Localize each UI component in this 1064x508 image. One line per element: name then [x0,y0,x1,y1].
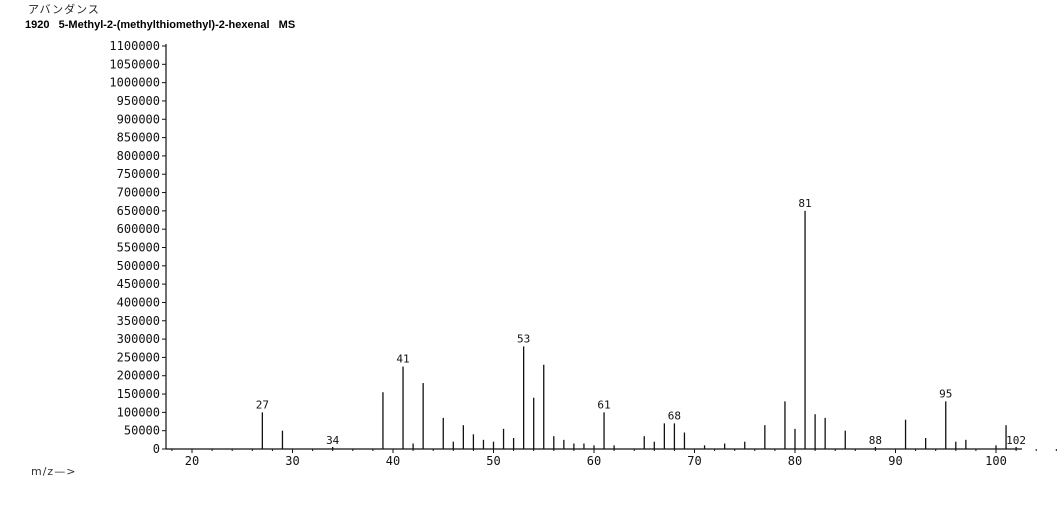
peak-label-81: 81 [798,197,811,210]
y-tick-label: 550000 [117,241,160,255]
y-tick-label: 1050000 [109,57,160,71]
peak-label-61: 61 [597,398,610,411]
x-tick-label: 30 [285,454,299,468]
peak-label-68: 68 [668,409,681,422]
y-tick-label: 400000 [117,295,160,309]
y-tick-label: 0 [153,442,160,456]
peak-label-95: 95 [939,387,952,400]
peaks [261,210,1017,449]
x-axis-ticks: 2030405060708090100110120130140150160170… [171,449,1057,468]
y-tick-label: 250000 [117,350,160,364]
y-tick-label: 1100000 [109,39,160,53]
peak-labels: 2734415361688188951021091161241311391571… [256,197,1026,447]
axes [165,44,1022,450]
y-tick-label: 850000 [117,131,160,145]
x-tick-label: 20 [185,454,199,468]
x-tick-label: 90 [888,454,902,468]
y-tick-label: 50000 [124,424,160,438]
y-tick-label: 800000 [117,149,160,163]
x-tick-label: 40 [386,454,400,468]
y-tick-label: 500000 [117,259,160,273]
y-tick-label: 1000000 [109,76,160,90]
peak-label-102: 102 [1006,434,1026,447]
peak-label-41: 41 [396,353,409,366]
peak-label-34: 34 [326,434,340,447]
x-tick-label: 50 [486,454,500,468]
x-tick-label: 70 [687,454,701,468]
y-axis-title: アバンダンス [28,3,100,16]
y-tick-label: 150000 [117,387,160,401]
y-tick-label: 200000 [117,369,160,383]
y-tick-label: 600000 [117,222,160,236]
y-tick-label: 900000 [117,112,160,126]
y-tick-label: 450000 [117,277,160,291]
y-tick-label: 100000 [117,405,160,419]
x-tick-label: 100 [985,454,1007,468]
peak-label-88: 88 [869,434,882,447]
x-tick-label: 60 [587,454,601,468]
y-tick-label: 650000 [117,204,160,218]
peak-label-53: 53 [517,332,530,345]
x-tick-label: 80 [788,454,802,468]
y-tick-label: 950000 [117,94,160,108]
y-axis-ticks: 0 50000 100000 150000 200000 250000 300000 3500… [109,39,166,456]
peak-label-27: 27 [256,398,269,411]
y-tick-label: 300000 [117,332,160,346]
y-tick-label: 350000 [117,314,160,328]
y-tick-label: 700000 [117,186,160,200]
x-axis-title: m/z—> [31,465,77,478]
chart-title: 1920 5-Methyl-2-(methylthiomethyl)-2-hex… [25,19,296,31]
y-tick-label: 750000 [117,167,160,181]
